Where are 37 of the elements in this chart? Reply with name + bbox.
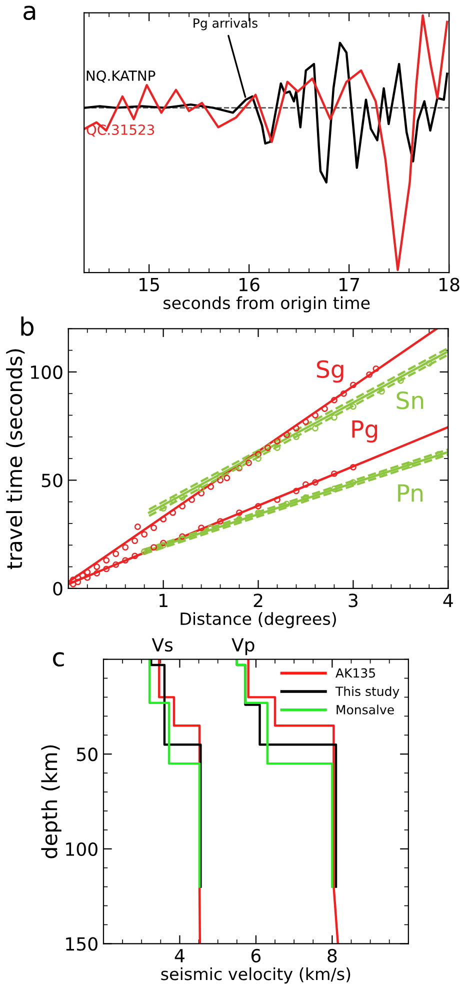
x-tick-label: 8 [328,948,337,962]
y-axis-title: travel time (seconds) [6,349,25,570]
annotation: Pg arrivals [194,18,258,30]
y-tick-label: 50 [77,748,98,762]
x-tick-label: 1 [160,594,168,608]
y-tick-label: 150 [66,937,98,951]
x-tick-label: 6 [251,948,261,962]
x-axis-title: Distance (degrees) [180,612,336,628]
x-axis-title: seconds from origin time [164,296,370,312]
y-tick-label: 100 [66,842,98,856]
series-label: Pn [398,484,423,502]
x-tick-label: 4 [443,594,453,608]
x-tick-label: 15 [140,278,159,292]
x-axis-title: seismic velocity (km/s) [161,967,350,984]
y-axis-title: depth (km) [41,745,62,858]
legend-label: AK135 [336,668,375,678]
annotation: Vs [152,638,173,652]
series-label: Sn [396,391,424,410]
x-tick-label: 18 [440,278,460,292]
legend-label: This study [335,686,400,698]
x-tick-label: 4 [174,949,184,962]
series-label: Pg [352,420,378,443]
text: a [24,6,36,20]
x-tick-label: 2 [254,594,262,608]
x-tick-label: 17 [340,278,360,292]
series-label: QC.31523 [86,124,154,137]
y-tick-label: 0 [53,582,62,596]
text: c [53,652,64,667]
y-tick-label: 100 [31,365,62,380]
series-label: NQ.KATNP [86,70,156,83]
y-tick-label: 50 [42,474,62,488]
x-tick-label: 3 [348,594,358,608]
series-label: Sg [316,360,344,383]
annotation: Vp [232,638,254,656]
x-tick-label: 16 [240,278,260,292]
legend-label: Monsalve [336,704,394,714]
text: b [21,316,34,336]
